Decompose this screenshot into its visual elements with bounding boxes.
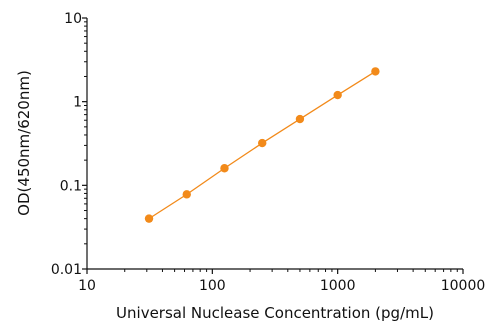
data-point [333,90,342,100]
axes: 0.01 0.1 1 10 10 100 1000 10000 [51,11,485,294]
x-tick-label: 1000 [320,278,356,294]
series-layer [144,67,380,223]
y-tick-label: 10 [64,11,82,27]
data-point [295,114,305,124]
data-point [220,164,229,173]
data-point [258,138,267,148]
y-tick-label: 0.1 [60,178,82,194]
x-axis-title: Universal Nuclease Concentration (pg/mL) [116,304,434,322]
y-axis-title: OD(450nm/620nm) [15,70,33,216]
x-tick-label: 10 [78,278,96,294]
data-point [371,67,380,76]
data-point [144,214,154,223]
data-point [182,190,191,199]
x-tick-label: 100 [199,278,226,294]
x-tick-label: 10000 [441,278,486,294]
y-tick-label: 0.01 [51,262,82,278]
y-tick-label: 1 [73,95,82,111]
